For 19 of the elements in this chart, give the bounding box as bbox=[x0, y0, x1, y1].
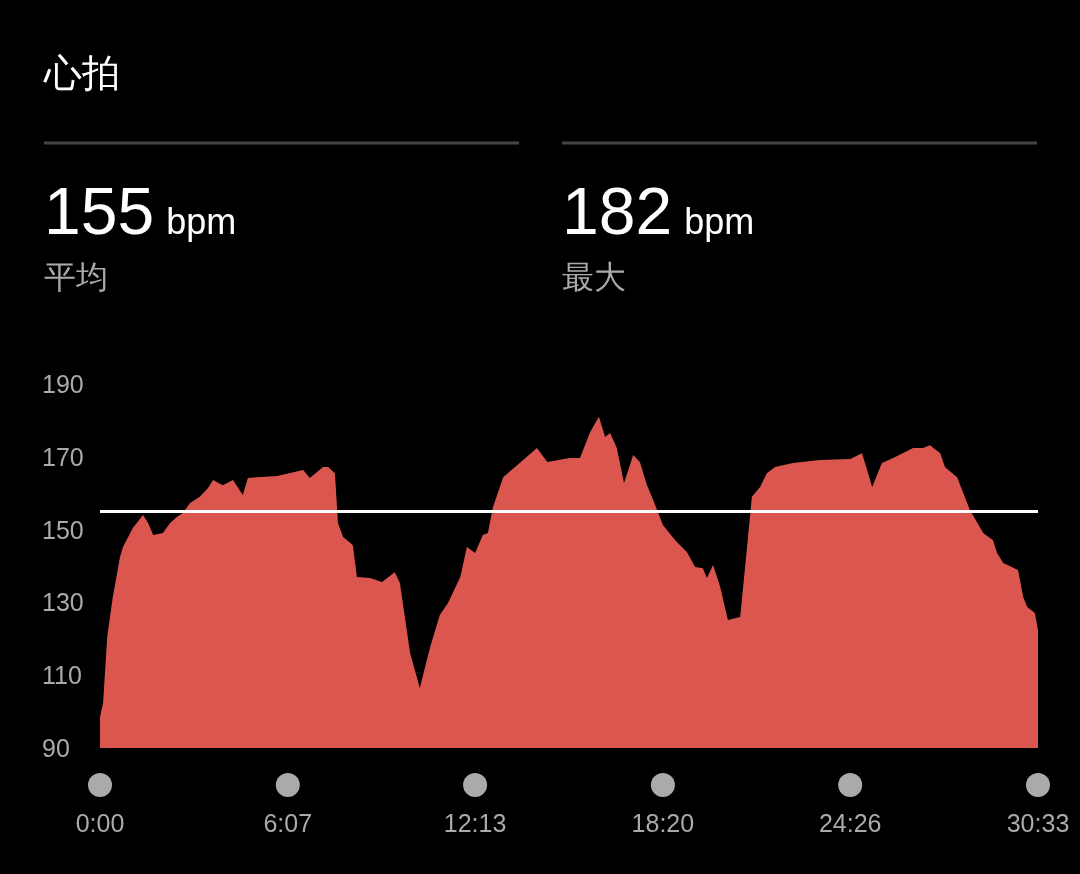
x-tick-label: 30:33 bbox=[1006, 809, 1070, 837]
chart-title: 心拍 bbox=[43, 52, 120, 94]
y-tick-label: 150 bbox=[42, 515, 84, 544]
x-tick-label: 0:00 bbox=[75, 809, 125, 837]
x-tick-label: 12:13 bbox=[443, 809, 507, 837]
text: 155 bbox=[44, 174, 155, 248]
text: bpm bbox=[166, 201, 237, 242]
text: 182 bbox=[562, 174, 673, 248]
text: 最大 bbox=[562, 259, 626, 295]
text: bpm bbox=[684, 201, 755, 242]
x-tick-label: 18:20 bbox=[631, 809, 695, 837]
y-tick-label: 90 bbox=[42, 734, 70, 762]
y-tick-label: 110 bbox=[42, 661, 82, 690]
x-tick-label: 6:07 bbox=[263, 809, 313, 837]
x-tick-label: 24:26 bbox=[818, 809, 882, 837]
y-tick-label: 190 bbox=[42, 370, 84, 398]
text: 平均 bbox=[44, 259, 108, 295]
y-tick-label: 170 bbox=[42, 442, 84, 471]
y-tick-label: 130 bbox=[42, 588, 84, 617]
